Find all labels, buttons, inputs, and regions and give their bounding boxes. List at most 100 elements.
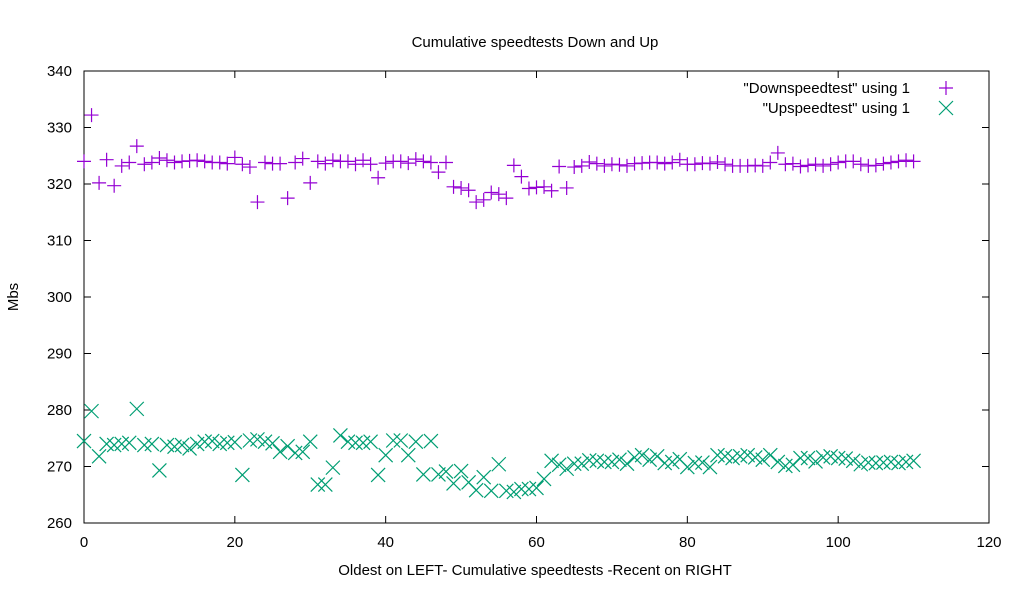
data-point: [597, 158, 612, 173]
data-series: [76, 108, 922, 500]
data-point: [371, 170, 386, 185]
data-point: [190, 153, 205, 168]
data-point: [258, 155, 272, 170]
data-point: [634, 447, 650, 463]
data-point: [831, 155, 846, 170]
data-point: [846, 154, 861, 169]
data-point: [446, 476, 461, 491]
legend-entry-marker: [938, 100, 954, 116]
data-point: [891, 154, 906, 169]
data-point: [808, 453, 823, 469]
data-point: [777, 458, 793, 474]
data-point: [529, 480, 544, 496]
data-point: [219, 435, 235, 451]
data-point: [816, 158, 831, 173]
data-point: [619, 456, 635, 472]
data-point: [559, 180, 574, 195]
data-point: [574, 158, 589, 173]
series-upspeedtest: [76, 401, 922, 500]
data-point: [770, 145, 785, 160]
x-tick-label: 40: [377, 534, 394, 551]
data-point: [499, 191, 514, 206]
data-point: [272, 444, 288, 460]
data-point: [408, 152, 423, 167]
data-point: [227, 434, 243, 450]
data-point: [325, 153, 340, 168]
data-point: [793, 450, 808, 466]
data-point: [544, 183, 559, 198]
data-point: [454, 180, 469, 195]
data-point: [280, 191, 295, 206]
data-point: [242, 433, 258, 448]
y-tick-label: 280: [47, 402, 72, 419]
data-point: [76, 433, 92, 449]
data-point: [348, 157, 363, 172]
data-point: [582, 154, 597, 169]
data-point: [710, 447, 725, 463]
y-tick-label: 290: [47, 346, 72, 363]
data-point: [476, 469, 492, 485]
x-tick-label: 0: [80, 534, 88, 551]
legend-entry-label: "Upspeedtest" using 1: [763, 100, 910, 117]
y-tick-label: 310: [47, 233, 72, 250]
data-point: [91, 448, 107, 464]
data-point: [242, 160, 257, 175]
data-point: [370, 467, 386, 483]
data-point: [212, 155, 227, 170]
y-tick-label: 300: [47, 289, 72, 306]
data-point: [167, 155, 182, 170]
x-tick-label: 60: [528, 534, 545, 551]
data-point: [393, 433, 409, 448]
data-point: [137, 157, 152, 172]
data-point: [883, 454, 899, 470]
data-point: [581, 452, 597, 468]
data-point: [92, 175, 107, 190]
data-point: [755, 452, 771, 468]
data-point: [439, 155, 453, 170]
data-point: [687, 157, 702, 172]
data-point: [763, 155, 778, 170]
data-point: [589, 453, 605, 469]
data-point: [204, 433, 220, 449]
data-point: [114, 158, 129, 173]
data-point: [537, 179, 552, 194]
data-point: [823, 157, 838, 172]
data-point: [875, 455, 891, 470]
data-point: [506, 484, 522, 500]
x-tick-label: 80: [679, 534, 696, 551]
data-point: [679, 459, 695, 475]
data-point: [732, 448, 748, 464]
data-point: [310, 477, 326, 493]
series-downspeedtest: [77, 108, 921, 210]
data-point: [491, 456, 507, 472]
data-point: [899, 153, 914, 168]
data-point: [295, 151, 310, 166]
data-point: [808, 157, 823, 172]
data-point: [415, 466, 431, 482]
data-point: [906, 453, 922, 469]
data-point: [122, 155, 137, 170]
data-point: [197, 154, 212, 169]
data-point: [574, 456, 590, 472]
data-point: [136, 437, 152, 453]
data-point: [438, 464, 454, 480]
data-point: [657, 455, 673, 471]
data-point: [114, 436, 130, 452]
data-point: [77, 154, 91, 169]
data-point: [151, 463, 167, 478]
data-point: [506, 158, 521, 173]
legend-entry-marker: [939, 81, 953, 95]
data-point: [891, 455, 906, 471]
y-tick-label: 320: [47, 176, 72, 193]
data-point: [144, 155, 159, 170]
y-axis-label: Mbs: [5, 283, 22, 311]
data-point: [325, 460, 341, 476]
x-axis-label: Oldest on LEFT- Cumulative speedtests -R…: [338, 562, 732, 579]
data-point: [755, 158, 770, 173]
data-point: [868, 158, 883, 173]
data-point: [566, 456, 582, 472]
data-point: [476, 192, 491, 207]
data-point: [84, 403, 99, 419]
data-point: [461, 183, 476, 198]
